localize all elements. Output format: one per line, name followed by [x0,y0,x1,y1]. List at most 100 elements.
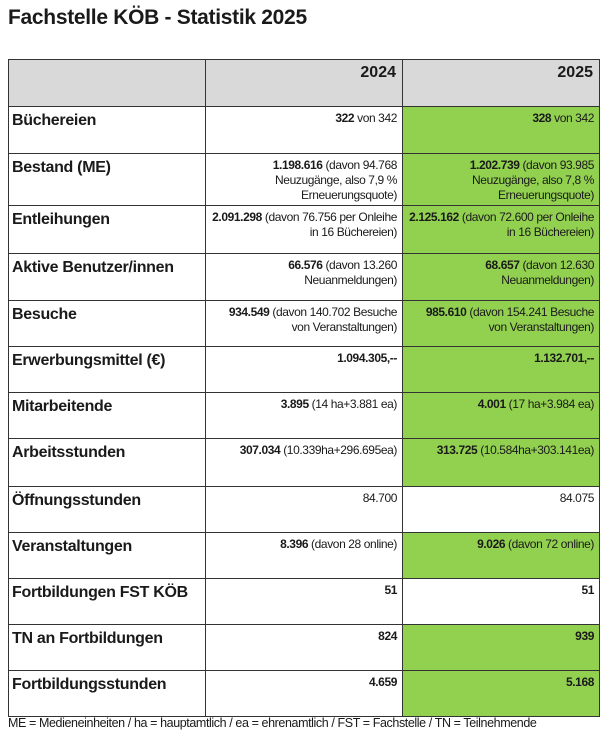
table-row: Mitarbeitende 3.895 (14 ha+3.881 ea) 4.001… [8,392,600,439]
table-row: Büchereien 322 von 342 328 von 342 [8,106,600,154]
table-row: Veranstaltungen 8.396 (davon 28 online) 9.… [8,532,600,579]
value-main: 313.725 [436,443,478,457]
value-2025: 5.168 [402,670,600,717]
value-2025: 9.026 (davon 72 online) [402,532,600,579]
table-row: Erwerbungsmittel (€) 1.094.305,-- 1.132.70… [8,346,600,393]
row-label: Erwerbungsmittel (€) [8,346,206,393]
value-2025: 2.125.162 (davon 72.600 per Onleihe in 1… [402,205,600,254]
value-detail: (17 ha+3.984 ea) [505,397,595,411]
row-label: Bestand (ME) [8,153,206,206]
row-label: Entleihungen [8,205,206,254]
abbreviations-legend: ME = Medieneinheiten / ha = hauptamtlich… [8,716,537,730]
value-main: 1.202.739 [469,158,520,172]
value-main: 328 [532,111,552,125]
value-detail: (10.584ha+303.141ea) [477,443,594,457]
table-row: Besuche 934.549 (davon 140.702 Besuche vo… [8,300,600,347]
value-2025: 1.202.739 (davon 93.985 Neuzugänge, also… [402,153,600,206]
value-main: 3.895 [280,397,309,411]
header-2025: 2025 [402,59,600,107]
value-2025: 328 von 342 [402,106,600,154]
value-main: 51 [581,583,594,597]
value-2024: 66.576 (davon 13.260 Neuanmeldungen) [205,253,403,301]
value-detail: (14 ha+3.881 ea) [308,397,398,411]
value-detail: (davon 72.600 per Onleihe in 16 Bücherei… [458,210,595,239]
table-row: Bestand (ME) 1.198.616 (davon 94.768 Neuz… [8,153,600,206]
value-main: 985.610 [425,305,467,319]
value-detail: (davon 72 online) [505,537,594,551]
value-detail: von 342 [551,111,594,125]
value-detail: (10.339ha+296.695ea) [280,443,397,457]
value-main: 4.659 [368,675,397,689]
value-2025: 51 [402,578,600,625]
value-2024: 322 von 342 [205,106,403,154]
value-main: 9.026 [477,537,506,551]
table-row: Fortbildungsstunden 4.659 5.168 [8,670,600,717]
row-label: TN an Fortbildungen [8,624,206,671]
value-2024: 3.895 (14 ha+3.881 ea) [205,392,403,439]
row-label: Fortbildungen FST KÖB [8,578,206,625]
value-main: 307.034 [239,443,281,457]
value-2024: 307.034 (10.339ha+296.695ea) [205,438,403,487]
value-detail: (davon 154.241 Besuche von Veranstaltung… [466,305,594,334]
value-main: 824 [378,629,397,643]
value-main: 66.576 [288,258,323,272]
row-label: Mitarbeitende [8,392,206,439]
row-label: Fortbildungsstunden [8,670,206,717]
row-label: Öffnungsstunden [8,486,206,533]
value-main: 51 [384,583,397,597]
value-2024: 824 [205,624,403,671]
value-2024: 1.198.616 (davon 94.768 Neuzugänge, also… [205,153,403,206]
table-header-row: 2024 2025 [8,59,600,107]
value-detail: (davon 140.702 Besuche von Veranstaltung… [269,305,397,334]
value-main: 934.549 [228,305,270,319]
value-main: 1.132.701,-- [534,351,594,365]
value-main: 1.094.305,-- [337,351,397,365]
value-2025: 939 [402,624,600,671]
value-main: 2.091.298 [212,210,262,224]
value-2024: 4.659 [205,670,403,717]
table-row: Öffnungsstunden 84.700 84.075 [8,486,600,533]
value-2025: 68.657 (davon 12.630 Neuanmeldungen) [402,253,600,301]
value-main: 939 [575,629,594,643]
row-label: Aktive Benutzer/innen [8,253,206,301]
value-main: 68.657 [485,258,520,272]
value-2025: 1.132.701,-- [402,346,600,393]
table-row: Entleihungen 2.091.298 (davon 76.756 per … [8,205,600,254]
value-detail: (davon 28 online) [308,537,397,551]
value-detail: 84.075 [559,491,595,505]
table-row: Aktive Benutzer/innen 66.576 (davon 13.26… [8,253,600,301]
value-detail: 84.700 [362,491,398,505]
value-detail: von 342 [354,111,397,125]
value-2024: 51 [205,578,403,625]
table-row: TN an Fortbildungen 824 939 [8,624,600,671]
value-detail: (davon 13.260 Neuanmeldungen) [304,258,397,287]
row-label: Büchereien [8,106,206,154]
value-2024: 1.094.305,-- [205,346,403,393]
value-detail: (davon 12.630 Neuanmeldungen) [501,258,594,287]
value-2025: 313.725 (10.584ha+303.141ea) [402,438,600,487]
value-main: 5.168 [565,675,594,689]
statistics-table: 2024 2025 Büchereien 322 von 342 328 von 3… [8,59,600,717]
value-detail: (davon 94.768 Neuzugänge, also 7,9 % Ern… [275,158,397,202]
header-empty-cell [8,59,206,107]
table-row: Arbeitsstunden 307.034 (10.339ha+296.695e… [8,438,600,487]
value-2024: 934.549 (davon 140.702 Besuche von Veran… [205,300,403,347]
value-2025: 4.001 (17 ha+3.984 ea) [402,392,600,439]
value-2024: 2.091.298 (davon 76.756 per Onleihe in 1… [205,205,403,254]
table-row: Fortbildungen FST KÖB 51 51 [8,578,600,625]
row-label: Besuche [8,300,206,347]
value-main: 322 [335,111,355,125]
value-2024: 84.700 [205,486,403,533]
page-title: Fachstelle KÖB - Statistik 2025 [8,6,307,29]
value-detail: (davon 93.985 Neuzugänge, also 7,8 % Ern… [472,158,594,202]
value-main: 4.001 [477,397,506,411]
value-main: 8.396 [280,537,309,551]
row-label: Veranstaltungen [8,532,206,579]
header-2024: 2024 [205,59,403,107]
value-2025: 84.075 [402,486,600,533]
value-main: 2.125.162 [409,210,459,224]
value-2025: 985.610 (davon 154.241 Besuche von Veran… [402,300,600,347]
value-2024: 8.396 (davon 28 online) [205,532,403,579]
value-detail: (davon 76.756 per Onleihe in 16 Bücherei… [261,210,398,239]
value-main: 1.198.616 [272,158,323,172]
